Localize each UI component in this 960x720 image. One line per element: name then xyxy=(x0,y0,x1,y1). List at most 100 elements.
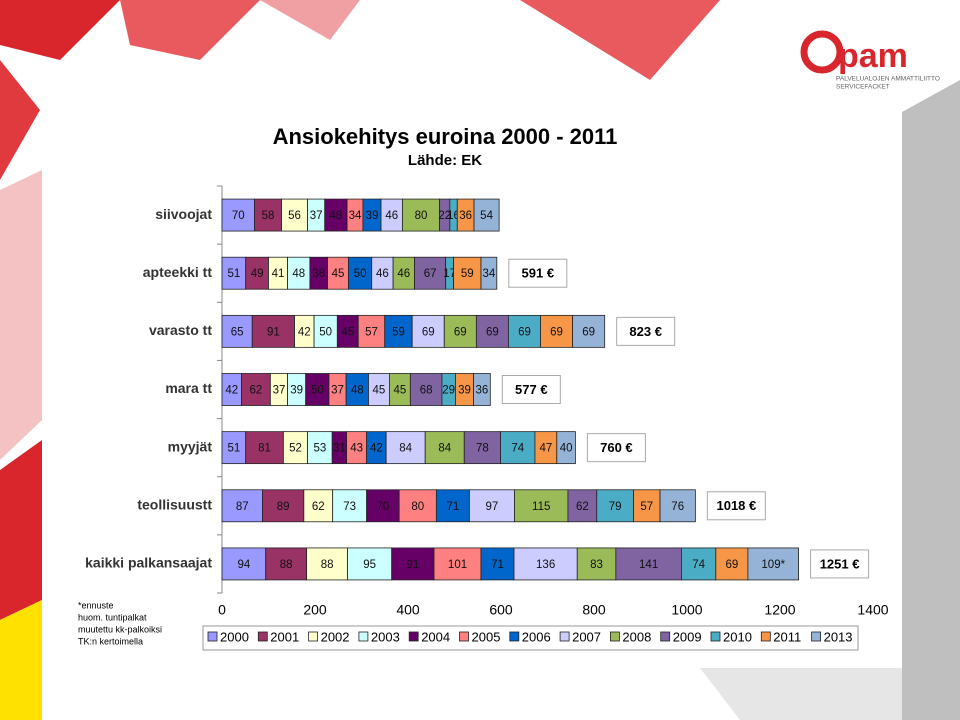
data-label: 45 xyxy=(341,326,354,338)
data-label: 97 xyxy=(486,501,499,513)
bar-segment xyxy=(747,547,799,581)
data-label: 43 xyxy=(350,443,363,455)
data-label: 91 xyxy=(267,326,280,338)
legend-label: 2000 xyxy=(220,629,249,644)
bar-segment xyxy=(221,198,255,232)
footnote: TK:n kertoimella xyxy=(78,636,143,646)
data-label: 36 xyxy=(476,385,489,397)
data-label: 48 xyxy=(351,385,364,397)
legend-label: 2005 xyxy=(472,629,501,644)
data-label: 59 xyxy=(392,326,405,338)
decor xyxy=(0,440,42,620)
category-label: myyjät xyxy=(168,438,213,454)
bar-segment xyxy=(513,547,578,581)
data-label: 70 xyxy=(376,501,389,513)
data-label: 84 xyxy=(438,443,451,455)
data-label: 88 xyxy=(280,559,293,571)
data-label: 50 xyxy=(319,326,332,338)
data-label: 39 xyxy=(290,385,303,397)
data-label: 52 xyxy=(289,443,302,455)
logo-line: PALVELUALOJEN AMMATTILIITTO xyxy=(836,76,940,83)
data-label: 37 xyxy=(331,385,344,397)
data-label: 70 xyxy=(232,210,245,222)
data-label: 40 xyxy=(560,443,573,455)
category-label: kaikki palkansaajat xyxy=(85,555,212,571)
bar-segment xyxy=(385,431,426,465)
bar-segment xyxy=(453,256,482,290)
bar-segment xyxy=(435,489,470,523)
data-label: 74 xyxy=(511,443,524,455)
decor xyxy=(0,600,42,720)
decor xyxy=(260,0,360,40)
bar-segment xyxy=(366,489,400,523)
footnote: *ennuste xyxy=(78,600,114,610)
x-tick-label: 200 xyxy=(303,602,327,618)
bar-segment xyxy=(411,314,445,348)
total-label: 760 € xyxy=(600,440,633,455)
data-label: 57 xyxy=(640,501,653,513)
bar-segment xyxy=(576,547,617,581)
bar-segment xyxy=(391,547,435,581)
data-label: 42 xyxy=(298,326,311,338)
data-label: 59 xyxy=(461,268,474,280)
data-label: 69 xyxy=(518,326,531,338)
decor xyxy=(0,0,120,60)
data-label: 69 xyxy=(454,326,467,338)
data-label: 37 xyxy=(273,385,286,397)
x-tick-label: 1000 xyxy=(671,602,702,618)
bar-segment xyxy=(659,489,696,523)
total-box xyxy=(508,258,568,288)
bar-segment xyxy=(473,198,500,232)
data-label: 45 xyxy=(393,385,406,397)
total-box xyxy=(810,549,870,579)
data-label: 83 xyxy=(590,559,603,571)
bar-segment xyxy=(221,547,267,581)
data-label: 31 xyxy=(333,443,346,455)
logo-mark xyxy=(800,30,844,74)
data-label: 88 xyxy=(321,559,334,571)
data-label: 69 xyxy=(486,326,499,338)
total-box xyxy=(616,316,676,346)
bar-segment xyxy=(262,489,305,523)
data-label: 94 xyxy=(237,559,250,571)
bar-segment xyxy=(414,256,447,290)
bar-segment xyxy=(556,431,576,465)
bar-segment xyxy=(251,314,295,348)
data-label: 34 xyxy=(483,268,496,280)
total-box xyxy=(706,491,766,521)
x-tick-label: 600 xyxy=(489,602,513,618)
total-label: 1018 € xyxy=(716,498,756,513)
x-tick-label: 800 xyxy=(582,602,606,618)
bar-segment xyxy=(424,431,465,465)
legend-swatch xyxy=(710,631,721,642)
data-label: 69 xyxy=(725,559,738,571)
legend-swatch xyxy=(811,631,821,642)
data-label: 62 xyxy=(250,385,263,397)
legend-swatch xyxy=(358,631,369,642)
data-label: 58 xyxy=(262,210,275,222)
bar-segment xyxy=(514,489,569,523)
data-label: 46 xyxy=(397,268,410,280)
legend-label: 2011 xyxy=(773,629,801,644)
data-label: 38 xyxy=(312,268,325,280)
data-label: 101 xyxy=(448,559,467,571)
footnote: muutettu kk-palkoiksi xyxy=(78,624,162,634)
legend-label: 2002 xyxy=(321,629,350,644)
data-label: 50 xyxy=(311,385,324,397)
bar-segment xyxy=(282,431,308,465)
data-label: 37 xyxy=(310,210,323,222)
data-label: 16 xyxy=(447,210,460,222)
data-label: 53 xyxy=(313,443,326,455)
data-label: 57 xyxy=(365,326,378,338)
decor xyxy=(120,0,260,60)
data-label: 109* xyxy=(761,559,785,571)
data-label: 71 xyxy=(446,501,459,513)
bar-segment xyxy=(468,489,515,523)
x-tick-label: 1200 xyxy=(764,602,795,618)
data-label: 39 xyxy=(458,385,471,397)
legend-swatch xyxy=(459,631,469,642)
data-label: 89 xyxy=(277,501,290,513)
data-label: 79 xyxy=(609,501,622,513)
legend-swatch xyxy=(559,631,570,642)
data-label: 80 xyxy=(411,501,424,513)
